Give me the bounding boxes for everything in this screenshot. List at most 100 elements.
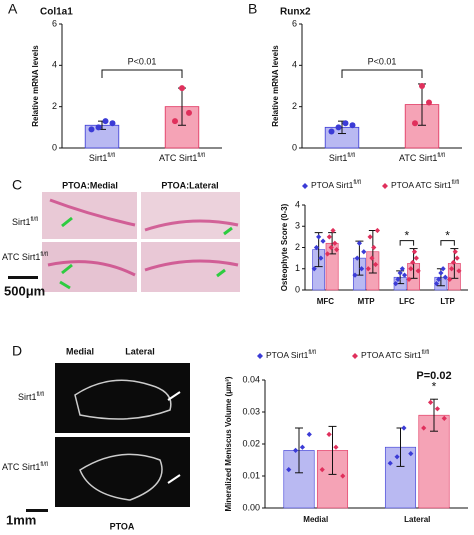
scale-label: 1mm bbox=[6, 512, 36, 527]
data-point bbox=[172, 118, 178, 125]
panel-letter: A bbox=[8, 1, 18, 17]
data-point bbox=[109, 120, 116, 127]
data-point bbox=[438, 270, 444, 276]
legend-marker bbox=[257, 353, 263, 359]
data-point bbox=[316, 234, 322, 240]
data-point bbox=[335, 124, 342, 131]
image-row-label: Sirt1fl/fl bbox=[18, 392, 44, 403]
data-point bbox=[318, 255, 324, 261]
legend-marker bbox=[302, 183, 308, 189]
data-point bbox=[333, 444, 339, 450]
legend-marker bbox=[382, 183, 388, 189]
legend-label: PTOA ATC Sirt1fl/fl bbox=[361, 350, 429, 361]
data-point bbox=[320, 238, 326, 244]
data-point bbox=[95, 124, 102, 131]
image-column-label: Medial bbox=[66, 346, 94, 356]
y-tick-label: 0.04 bbox=[242, 374, 260, 384]
data-point bbox=[412, 120, 418, 127]
data-point bbox=[354, 255, 360, 261]
superscript: fl/fl bbox=[31, 217, 39, 223]
data-point bbox=[313, 244, 320, 251]
data-point bbox=[415, 268, 421, 274]
x-tick-label: MTP bbox=[358, 297, 376, 306]
data-point bbox=[356, 240, 363, 246]
superscript: fl/fl bbox=[437, 153, 445, 159]
significance-bracket bbox=[341, 69, 423, 78]
data-point bbox=[367, 234, 373, 240]
data-point bbox=[349, 122, 356, 129]
y-tick-label: 4 bbox=[295, 199, 300, 209]
data-point bbox=[306, 431, 312, 437]
data-point bbox=[330, 227, 336, 234]
y-tick-label: 0.00 bbox=[242, 502, 260, 512]
ct-image bbox=[55, 437, 190, 507]
data-point bbox=[395, 276, 401, 282]
data-point bbox=[448, 266, 455, 272]
x-tick-label: LFC bbox=[399, 297, 415, 306]
data-point bbox=[328, 244, 334, 251]
label: ATC Sirt1 bbox=[2, 252, 40, 262]
data-point bbox=[372, 261, 379, 268]
legend-label: PTOA Sirt1fl/fl bbox=[311, 180, 361, 191]
data-point bbox=[324, 251, 331, 257]
x-tick-label: Lateral bbox=[404, 515, 430, 524]
label: PTOA Sirt1 bbox=[266, 350, 309, 360]
image-row-label: Sirt1fl/fl bbox=[12, 217, 38, 228]
legend-label: PTOA Sirt1fl/fl bbox=[266, 350, 316, 361]
data-point bbox=[359, 266, 365, 272]
histology-image bbox=[42, 192, 137, 239]
scale-bar bbox=[8, 276, 38, 279]
y-tick-label: 0 bbox=[295, 284, 300, 294]
data-point bbox=[342, 120, 349, 127]
data-point bbox=[319, 467, 325, 473]
annotation: P=0.02 bbox=[416, 370, 451, 382]
histology-image bbox=[141, 192, 240, 239]
panel-letter: C bbox=[12, 177, 22, 193]
data-point bbox=[334, 247, 340, 253]
significance-bracket bbox=[101, 69, 183, 78]
y-tick-label: 2 bbox=[52, 101, 57, 111]
ct-image bbox=[55, 363, 190, 433]
legend-marker bbox=[352, 353, 358, 359]
label: Sirt1 bbox=[329, 153, 348, 163]
x-tick-label: MFC bbox=[317, 297, 335, 306]
y-tick-label: 6 bbox=[292, 18, 297, 28]
superscript: fl/fl bbox=[37, 392, 45, 398]
data-point bbox=[447, 276, 453, 282]
label: ATC Sirt1 bbox=[399, 153, 437, 163]
image-row-label: ATC Sirt1fl/fl bbox=[2, 462, 48, 473]
y-tick-label: 1 bbox=[295, 263, 300, 273]
data-point bbox=[340, 473, 346, 479]
y-axis-label: Relative mRNA levels bbox=[31, 45, 40, 127]
data-point bbox=[452, 249, 458, 255]
histology-image bbox=[42, 242, 137, 292]
superscript: fl/fl bbox=[107, 153, 115, 159]
arrow bbox=[59, 216, 233, 290]
annotation: P<0.01 bbox=[368, 56, 397, 66]
chart-title: Runx2 bbox=[280, 7, 311, 18]
data-point bbox=[311, 266, 317, 272]
data-point bbox=[326, 234, 332, 240]
significance-bracket bbox=[399, 240, 415, 246]
data-point bbox=[408, 451, 414, 457]
label: Sirt1 bbox=[12, 217, 31, 227]
legend-label: PTOA ATC Sirt1fl/fl bbox=[391, 180, 459, 191]
image-caption: PTOA bbox=[110, 521, 135, 531]
data-point bbox=[352, 272, 358, 278]
y-tick-label: 0.03 bbox=[242, 406, 260, 416]
data-point bbox=[179, 85, 185, 92]
y-tick-label: 6 bbox=[52, 18, 57, 28]
data-point bbox=[419, 83, 425, 89]
data-point bbox=[292, 447, 299, 453]
data-point bbox=[387, 460, 393, 466]
superscript: fl/fl bbox=[422, 350, 430, 356]
data-point bbox=[401, 272, 408, 278]
data-point bbox=[406, 276, 412, 282]
superscript: fl/fl bbox=[353, 180, 361, 186]
panel-letter: D bbox=[12, 343, 22, 359]
data-point bbox=[394, 454, 400, 460]
data-point bbox=[410, 259, 416, 265]
panel-letter: B bbox=[248, 1, 257, 17]
chart-title: Col1a1 bbox=[40, 7, 73, 18]
